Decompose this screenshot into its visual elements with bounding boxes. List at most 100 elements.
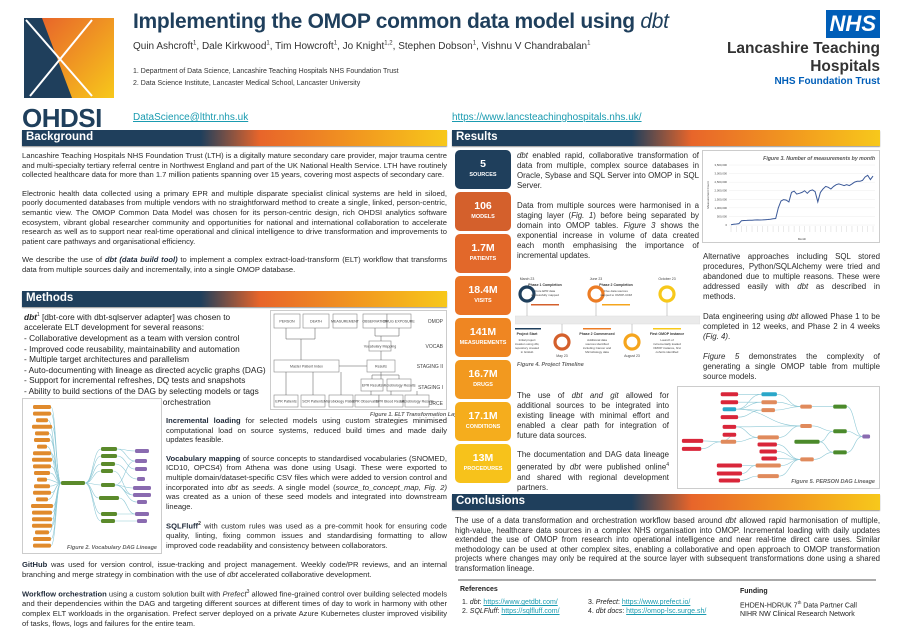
dag-node	[833, 404, 847, 409]
milestone-date: May 23	[556, 354, 568, 358]
dag-node	[34, 471, 50, 475]
y-tick-label: 2,500,000	[715, 180, 728, 184]
divider	[458, 579, 876, 581]
stat-card-conditions: 17.1M CONDITIONS	[455, 402, 511, 441]
milestone-ring	[553, 333, 571, 351]
author: Vishnu V Chandrabalan1	[481, 41, 591, 53]
milestone-title: First OMOP Instance	[650, 332, 684, 336]
reference-link[interactable]: https://sqlfluff.com/	[501, 608, 560, 615]
dag-edge	[778, 459, 801, 477]
dag-node	[757, 442, 777, 447]
author: Stephen Dobson1,	[398, 41, 482, 53]
email-link[interactable]: DataScience@lthtr.nhs.uk	[133, 112, 249, 123]
dag-node	[101, 469, 113, 473]
poster-title: Implementing the OMOP common data model …	[133, 10, 669, 33]
dag-node	[757, 435, 779, 440]
stat-label: CONDITIONS	[465, 424, 501, 430]
box-label: EPR Patients	[275, 400, 297, 404]
dag-node	[761, 392, 777, 397]
dag-node	[101, 512, 117, 516]
dag-edge	[778, 425, 801, 438]
reference-item: 1. dbt: https://www.getdbt.com/	[462, 599, 558, 606]
box-label: EPR Observations	[352, 400, 382, 404]
dag-edge	[84, 482, 102, 486]
milestone-ring	[658, 285, 676, 303]
dag-edge	[84, 455, 102, 484]
methods-bottom-text: GitHub was used for version control, iss…	[22, 560, 447, 628]
reason-item: Multiple target architectures and parall…	[24, 354, 269, 365]
dag-edge	[736, 437, 758, 443]
dag-edge	[84, 482, 102, 522]
y-axis-label: Measurement Count	[706, 181, 710, 208]
dag-node	[32, 523, 52, 528]
box-label: Master Patient Index	[290, 365, 323, 369]
dag-edge	[780, 459, 801, 466]
dag-node	[34, 438, 50, 442]
dag-node	[135, 512, 149, 516]
layer-label: VOCAB	[425, 344, 443, 350]
reference-link[interactable]: https://www.getdbt.com/	[483, 599, 558, 606]
milestone-desc: successfully mapped	[531, 293, 559, 297]
section-heading-results: Results	[452, 130, 880, 146]
dag-node	[718, 478, 741, 483]
methods-right-text: Incremental loading for selected models …	[166, 416, 448, 551]
website-link[interactable]: https://www.lancsteachinghospitals.nhs.u…	[452, 112, 642, 123]
reason-item: Improved code reusability, maintainabili…	[24, 344, 269, 355]
dag-edge	[846, 406, 863, 437]
stat-card-models: 106 MODELS	[455, 192, 511, 231]
dag-node	[35, 530, 49, 535]
box-label: Microbiology Patients	[324, 400, 358, 404]
milestone-desc: repository created	[515, 346, 539, 350]
dag-node	[722, 432, 737, 437]
reference-item: 4. dbt docs: https://omop-lsc.surge.sh/	[588, 608, 707, 615]
dag-edge	[114, 463, 138, 480]
box-label: EPR Results	[362, 384, 383, 388]
trust-name-line2: Hospitals	[810, 58, 880, 75]
dag-node	[135, 459, 147, 463]
dag-edge	[819, 430, 834, 443]
figure-1-elt-layers: OMOP VOCAB STAGING II STAGING I SOURCE PERSON…	[270, 310, 447, 410]
dag-node	[33, 543, 51, 548]
funding-line-1: EHDEN-HDRUK 7th Data Partner Call	[740, 600, 857, 610]
ohdsi-logo: OHDSI	[22, 18, 117, 133]
dag-node	[34, 484, 50, 489]
box-label: DRUG EXPOSURE	[383, 320, 415, 324]
dag-node	[755, 463, 781, 468]
y-tick-label: 0	[725, 223, 727, 227]
milestone-underline	[602, 304, 630, 306]
milestone-underline	[513, 328, 541, 330]
dag-edge	[51, 426, 62, 484]
stat-card-patients: 1.7M PATIENTS	[455, 234, 511, 273]
dag-edge	[51, 482, 62, 520]
milestone-ring	[623, 333, 641, 351]
dag-edge	[112, 470, 134, 496]
milestone-date: August 23	[624, 354, 640, 358]
box-label: Vocabulary Mapping	[364, 345, 397, 349]
results-text-bottom: The use of dbt and git allowed for addit…	[517, 391, 669, 492]
dag-edge	[736, 393, 762, 410]
reference-link[interactable]: https://omop-lsc.surge.sh/	[626, 608, 707, 615]
reference-link[interactable]: https://www.prefect.io/	[621, 599, 691, 606]
box-label: PERSON	[279, 320, 295, 324]
dag-node	[681, 438, 704, 443]
stat-label: SOURCES	[469, 172, 497, 178]
dag-node	[135, 449, 149, 453]
milestone-desc: Initial project	[519, 338, 536, 342]
dag-node	[862, 434, 871, 439]
dag-edge	[114, 484, 138, 503]
dag-node	[716, 463, 743, 468]
timeline-bar	[514, 315, 701, 325]
dag-node	[101, 519, 115, 523]
dag-node	[33, 411, 51, 416]
dag-edge	[736, 401, 762, 410]
dag-node	[133, 486, 151, 490]
stat-label: MODELS	[471, 214, 495, 220]
omop-table-box	[332, 313, 358, 329]
reason-item: Auto-documenting with lineage as directe…	[24, 365, 269, 376]
dag-node	[33, 490, 51, 495]
funding-heading: Funding	[740, 588, 768, 595]
funding: Funding EHDEN-HDRUK 7th Data Partner Cal…	[740, 587, 857, 619]
dag-edge	[84, 482, 102, 515]
dag-node	[800, 457, 814, 462]
reference-item: 3. Prefect: https://www.prefect.io/	[588, 599, 691, 606]
